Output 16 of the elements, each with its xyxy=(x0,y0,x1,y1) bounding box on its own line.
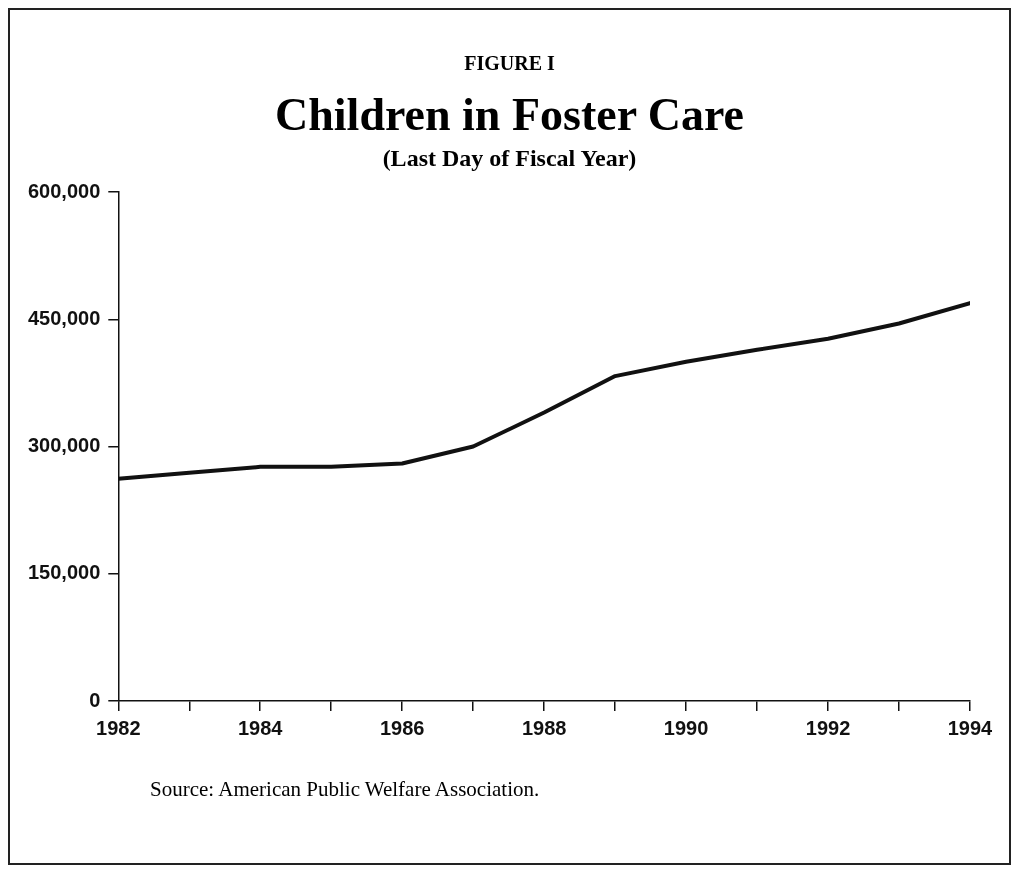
source-note: Source: American Public Welfare Association. xyxy=(150,777,541,802)
y-tick-label: 450,000 xyxy=(28,306,101,329)
y-tick-label: 600,000 xyxy=(28,179,101,202)
text: FIGURE I xyxy=(463,52,556,75)
chart-title: Children in Foster Care xyxy=(274,89,745,141)
chart-subtitle: (Last Day of Fiscal Year) xyxy=(381,145,638,172)
x-tick-label: 1986 xyxy=(379,716,425,739)
x-tick-label: 1992 xyxy=(805,716,851,739)
x-tick-label: 1982 xyxy=(96,716,141,739)
y-tick-label: 0 xyxy=(89,688,101,711)
y-tick-label: 300,000 xyxy=(28,434,101,457)
x-tick-label: 1990 xyxy=(663,716,709,739)
x-tick-label: 1994 xyxy=(947,716,994,739)
x-tick-label: 1988 xyxy=(521,716,567,739)
x-tick-label: 1984 xyxy=(238,716,284,739)
y-tick-label: 150,000 xyxy=(28,561,101,584)
